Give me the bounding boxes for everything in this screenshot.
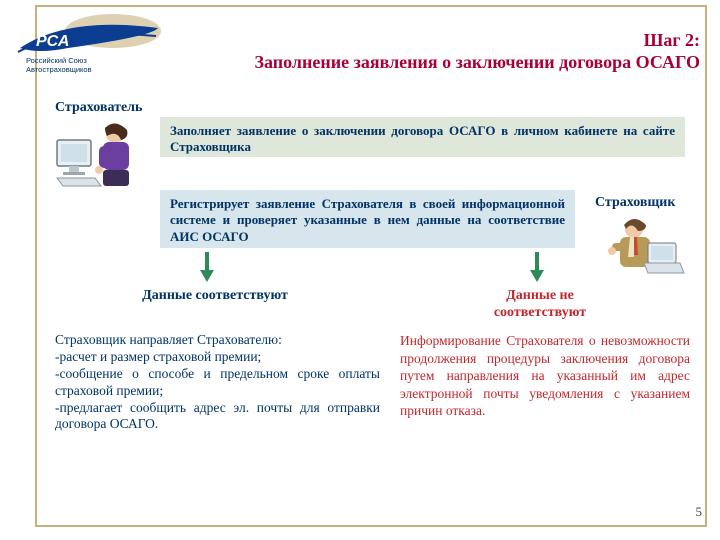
match-item-2: сообщение о способе и предельном сроке о… bbox=[55, 366, 380, 398]
match-item-3: предлагает сообщить адрес эл. почты для … bbox=[55, 400, 380, 432]
process-box-register-check: Регистрирует заявление Страхователя в св… bbox=[160, 190, 575, 248]
outcome-nomatch-body: Информирование Страхователя о невозможно… bbox=[400, 332, 690, 420]
process-box-fill-application: Заполняет заявление о заключении договор… bbox=[160, 117, 685, 157]
match-item-1: расчет и размер страховой премии; bbox=[60, 349, 262, 364]
slide-title: Шаг 2: Заполнение заявления о заключении… bbox=[180, 30, 700, 73]
label-insurer: Страховщик bbox=[595, 195, 675, 211]
outcome-data-nomatch: Данные не соответствуют bbox=[460, 288, 620, 322]
title-line1: Шаг 2: bbox=[644, 30, 700, 50]
outcome-match-body: Страховщик направляет Страхователю: -рас… bbox=[55, 332, 380, 433]
match-intro: Страховщик направляет Страхователю: bbox=[55, 332, 282, 347]
arrow-down-icon bbox=[200, 252, 214, 282]
person-at-computer-icon bbox=[55, 120, 140, 195]
logo-line1: Российский Союз bbox=[26, 56, 87, 65]
label-insured: Страхователь bbox=[55, 100, 142, 116]
logo-line2: Автостраховщиков bbox=[26, 65, 92, 74]
outcome-data-match: Данные соответствуют bbox=[135, 288, 295, 305]
person-with-laptop-icon bbox=[600, 215, 685, 290]
page-number: 5 bbox=[696, 504, 703, 520]
arrow-down-icon bbox=[530, 252, 544, 282]
logo-abbr: РСА bbox=[36, 33, 69, 50]
rsa-logo: РСА Российский Союз Автостраховщиков bbox=[8, 8, 168, 83]
title-line2: Заполнение заявления о заключении догово… bbox=[255, 52, 700, 72]
